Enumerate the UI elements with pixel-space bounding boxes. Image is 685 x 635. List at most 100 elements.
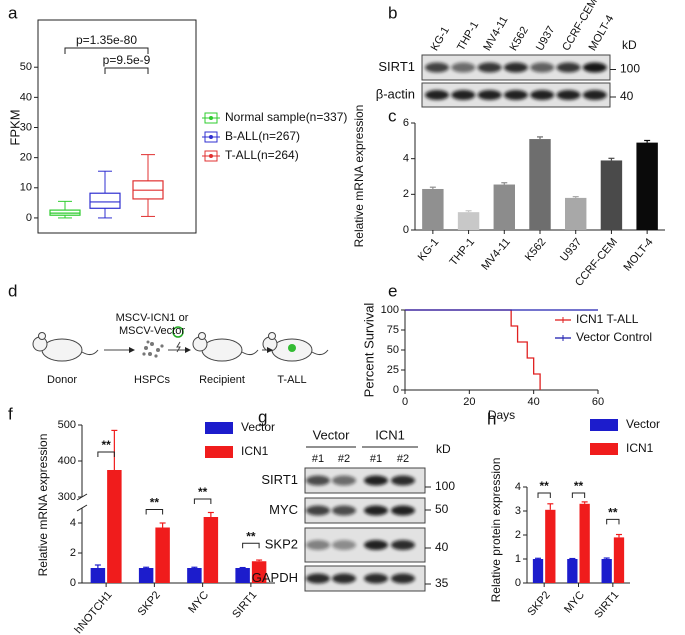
y-tick-label: 0 [515, 577, 521, 589]
step-label: Donor [47, 374, 77, 386]
plot-frame [37, 19, 197, 234]
band [451, 62, 476, 73]
survival-line [405, 309, 541, 390]
y-tick-label: 40 [20, 91, 32, 103]
lane-label: THP-1 [455, 19, 481, 53]
annotation: p=1.35e-80 [76, 33, 137, 47]
y-axis-label: Relative protein expression [489, 458, 503, 603]
x-tick-label: 60 [592, 396, 604, 408]
plasmid [172, 326, 184, 338]
y-axis-label: Relative mRNA expression [352, 105, 366, 248]
band [556, 90, 581, 100]
band [477, 62, 502, 73]
band [364, 505, 388, 516]
band [364, 540, 388, 550]
panel-letter: h [487, 409, 496, 428]
band [306, 573, 330, 584]
bar [601, 559, 612, 583]
legend-label: ICN1 T-ALL [576, 312, 639, 326]
mouse-donor [32, 332, 99, 362]
axis-break [76, 493, 88, 501]
panel-letter: b [388, 3, 397, 22]
band [503, 62, 528, 73]
band [391, 505, 415, 516]
legend-swatch-dot [209, 154, 213, 158]
marker-label: 40 [435, 540, 449, 554]
x-tick-label: K562 [523, 236, 549, 263]
bar [493, 184, 515, 230]
vector-label: MSCV-ICN1 or [116, 312, 189, 324]
row-label: MYC [269, 502, 298, 517]
band [306, 540, 330, 550]
x-tick-label: SIRT1 [592, 589, 621, 620]
lane-label: #2 [397, 453, 409, 465]
bar [567, 559, 578, 583]
bar [529, 139, 551, 230]
bar [565, 197, 587, 230]
band [530, 62, 555, 73]
lane-label: #1 [370, 453, 382, 465]
band [391, 540, 415, 550]
x-tick-label: THP-1 [447, 236, 477, 268]
marker-label: 100 [620, 62, 640, 76]
x-tick-label: 20 [463, 396, 475, 408]
annotation: ** [574, 479, 584, 493]
bar [138, 568, 154, 583]
bar [579, 503, 590, 583]
group-label: ICN1 [375, 427, 405, 442]
bar [251, 561, 267, 583]
unit-label: kD [436, 442, 451, 456]
bar [235, 568, 250, 583]
legend-swatch-dot [209, 135, 213, 139]
marker-label: 100 [435, 479, 455, 493]
y-tick-label: 50 [20, 61, 32, 73]
y-tick-label: 25 [387, 364, 399, 376]
legend-label: T-ALL(n=264) [225, 148, 299, 162]
legend-label: Vector Control [576, 330, 652, 344]
x-axis-label: Days [488, 408, 515, 422]
y-tick-label: 6 [403, 117, 409, 129]
x-tick-label: MV4-11 [479, 236, 512, 273]
legend-label: ICN1 [241, 444, 269, 458]
x-tick-label: 0 [402, 396, 408, 408]
band [391, 475, 415, 486]
annotation: ** [198, 485, 208, 499]
panel-letter: f [8, 404, 13, 423]
panel-letter: e [388, 281, 397, 300]
bar [107, 470, 122, 583]
bar [90, 568, 106, 583]
y-tick-label: 2 [70, 547, 76, 559]
band [425, 90, 449, 100]
legend-swatch [205, 422, 233, 434]
panel-letter: c [388, 106, 397, 125]
y-tick-label: 3 [515, 505, 521, 517]
y-tick-label: 0 [26, 212, 32, 224]
significance-bracket [97, 451, 115, 457]
unit-label: kD [622, 38, 637, 52]
significance-bracket [571, 492, 586, 498]
band [582, 90, 607, 100]
significance-bracket [537, 492, 551, 498]
y-tick-label: 10 [20, 182, 32, 194]
y-tick-label: 500 [58, 419, 76, 431]
bar [422, 188, 444, 230]
y-tick-label: 4 [70, 517, 76, 529]
x-tick-label: MOLT-4 [621, 236, 655, 274]
y-tick-label: 100 [381, 304, 399, 316]
y-tick-label: 2 [515, 529, 521, 541]
band [503, 90, 528, 100]
legend-swatch-dot [209, 116, 213, 120]
y-tick-label: 0 [393, 384, 399, 396]
diagram-shapes [32, 326, 329, 362]
annotation: ** [608, 506, 618, 520]
marker-label: 35 [435, 576, 449, 590]
y-tick-label: 75 [387, 324, 399, 336]
legend-label: B-ALL(n=267) [225, 129, 300, 143]
group-label: Vector [313, 427, 351, 442]
row-label: SIRT1 [261, 472, 298, 487]
band [477, 90, 502, 100]
marker-label: 50 [435, 502, 449, 516]
band [451, 90, 476, 100]
y-tick-label: 4 [515, 481, 521, 493]
